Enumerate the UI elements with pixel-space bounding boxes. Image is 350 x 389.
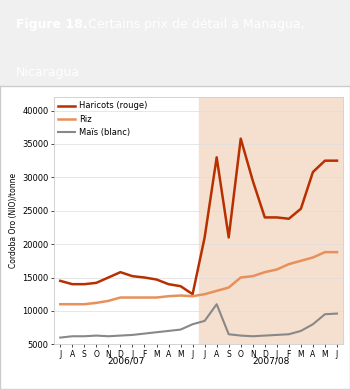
Bar: [199, 97, 343, 344]
Y-axis label: Cordoba Oro (NIO)/tonne: Cordoba Oro (NIO)/tonne: [9, 173, 18, 268]
Text: Nicaragua: Nicaragua: [16, 66, 80, 79]
Text: Certains prix de détail à Managua,: Certains prix de détail à Managua,: [84, 18, 304, 30]
Legend: Haricots (rouge), Riz, Maïs (blanc): Haricots (rouge), Riz, Maïs (blanc): [58, 102, 148, 137]
Text: Figure 18.: Figure 18.: [16, 18, 87, 30]
Text: 2007/08: 2007/08: [252, 356, 289, 365]
Text: 2006/07: 2006/07: [108, 356, 145, 365]
